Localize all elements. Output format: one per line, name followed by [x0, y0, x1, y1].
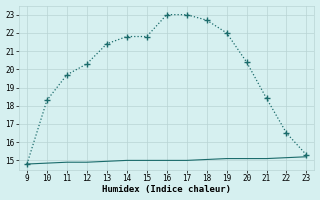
- X-axis label: Humidex (Indice chaleur): Humidex (Indice chaleur): [102, 185, 231, 194]
